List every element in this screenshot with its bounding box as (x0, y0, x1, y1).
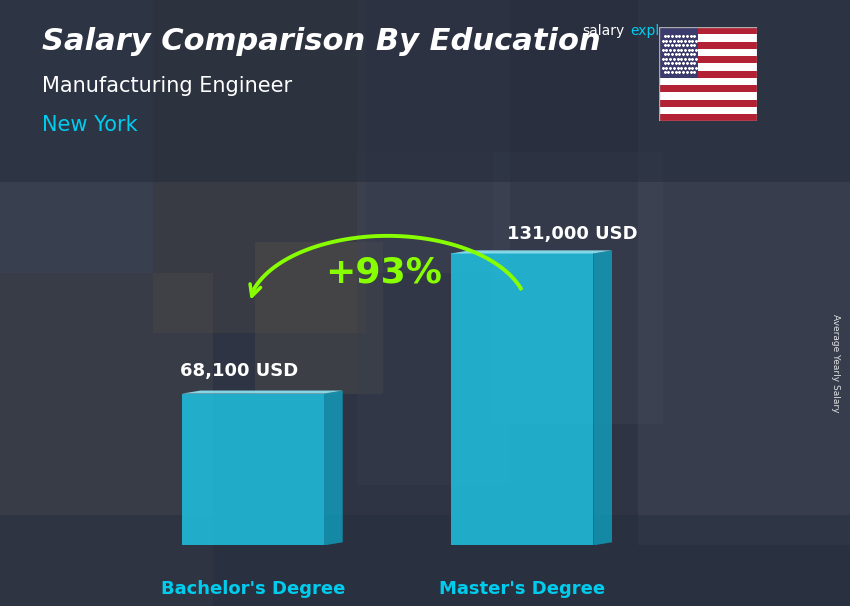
Bar (153, 0, 366, 333)
Bar (182, 394, 324, 545)
Text: 131,000 USD: 131,000 USD (507, 225, 638, 243)
Bar (493, 152, 663, 424)
Text: Master's Degree: Master's Degree (439, 580, 605, 598)
Text: New York: New York (42, 115, 138, 135)
Bar (451, 253, 593, 545)
Bar (659, 27, 756, 35)
Bar (659, 71, 756, 78)
Bar (659, 64, 756, 71)
Bar (659, 49, 756, 56)
Bar (659, 99, 756, 107)
Bar (357, 152, 510, 485)
Bar (659, 35, 756, 42)
Bar (659, 78, 756, 85)
Bar (255, 242, 382, 394)
Text: .com: .com (692, 24, 726, 38)
Text: Average Yearly Salary: Average Yearly Salary (830, 315, 840, 413)
Bar (659, 56, 756, 64)
Bar (357, 0, 510, 273)
Polygon shape (324, 390, 343, 545)
Bar (659, 92, 756, 99)
Bar (0, 0, 850, 182)
Polygon shape (451, 250, 612, 253)
Polygon shape (182, 390, 343, 394)
Bar (659, 114, 756, 121)
Text: Salary Comparison By Education: Salary Comparison By Education (42, 27, 601, 56)
Bar (0, 0, 153, 273)
Text: Bachelor's Degree: Bachelor's Degree (161, 580, 345, 598)
Bar (0, 515, 850, 606)
Bar (659, 27, 698, 78)
Bar (638, 0, 850, 545)
Text: +93%: +93% (326, 256, 442, 290)
Bar (0, 273, 212, 606)
Bar (659, 85, 756, 92)
Bar (659, 107, 756, 114)
Text: 68,100 USD: 68,100 USD (179, 362, 298, 380)
Bar (659, 42, 756, 49)
Text: explorer: explorer (631, 24, 689, 38)
Text: salary: salary (582, 24, 625, 38)
Polygon shape (593, 250, 612, 545)
Text: Manufacturing Engineer: Manufacturing Engineer (42, 76, 292, 96)
